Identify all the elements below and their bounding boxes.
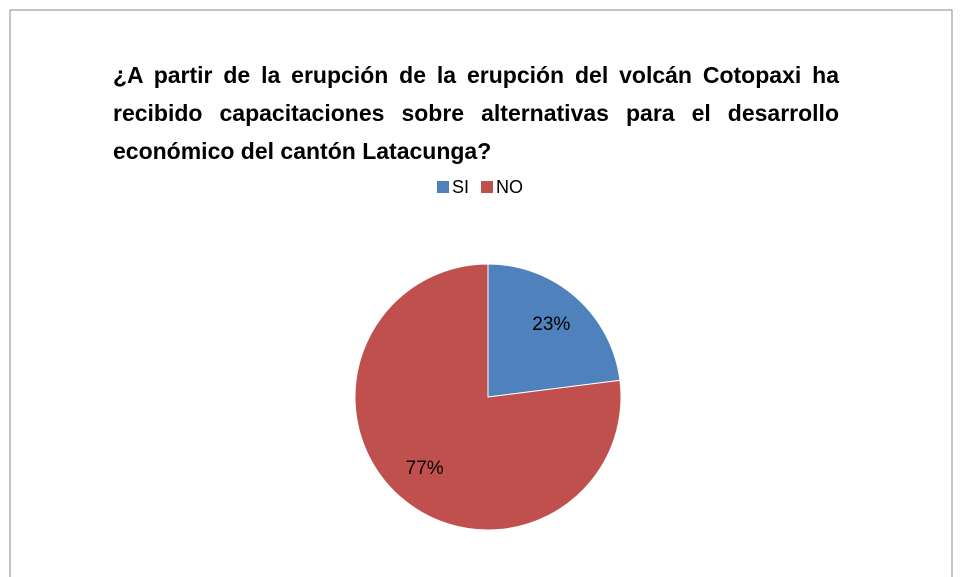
- chart-title: ¿A partir de la erupción de la erupción …: [113, 62, 839, 164]
- legend-swatch: [481, 181, 494, 193]
- data-label: 77%: [406, 458, 444, 479]
- chart-frame: [9, 9, 953, 577]
- pie-slice: [354, 263, 622, 531]
- legend-label: SI: [452, 177, 469, 197]
- legend-swatch: [437, 181, 449, 193]
- data-label: 23%: [532, 314, 570, 335]
- legend-label: NO: [496, 177, 523, 197]
- pie-slice: [487, 263, 621, 398]
